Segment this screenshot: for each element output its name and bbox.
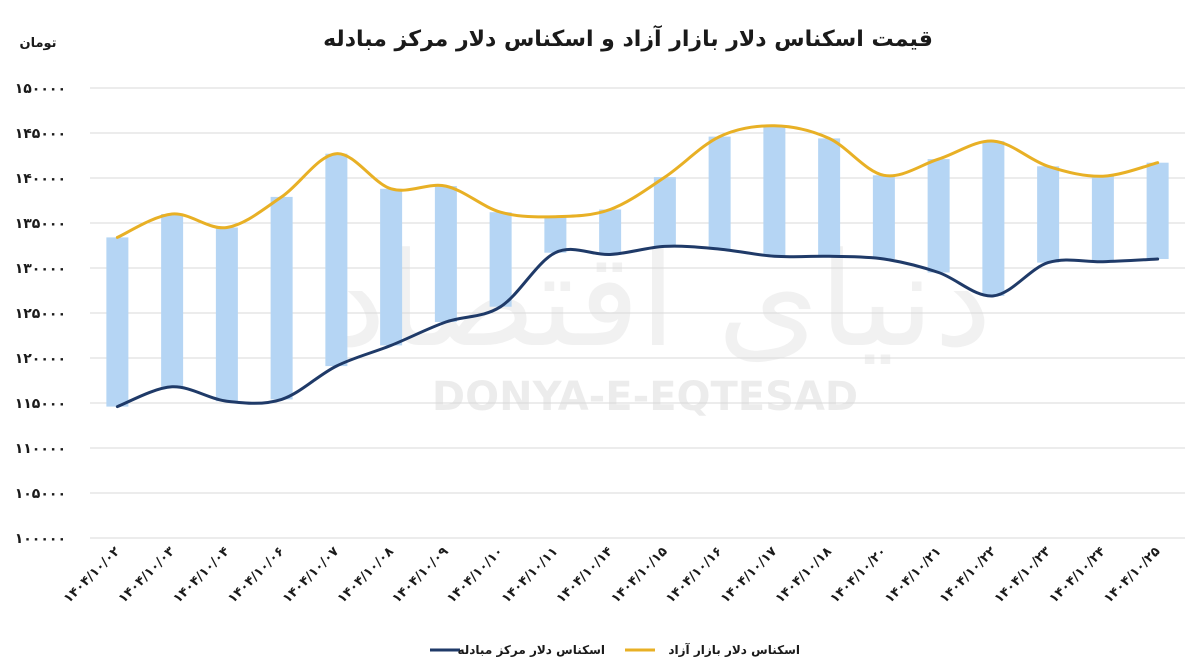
range-bar bbox=[1037, 166, 1060, 263]
x-tick-label: ۱۴۰۴/۱۰/۱۷ bbox=[718, 544, 780, 606]
y-tick-label: ۱۳۵۰۰۰ bbox=[15, 216, 66, 232]
y-tick-label: ۱۳۰۰۰۰ bbox=[15, 261, 66, 277]
watermark-latin: DONYA-E-EQTESAD bbox=[432, 374, 858, 420]
range-bar bbox=[763, 125, 786, 257]
x-tick-label: ۱۴۰۴/۱۰/۲۲ bbox=[937, 544, 999, 606]
range-bar bbox=[106, 237, 129, 407]
x-tick-label: ۱۴۰۴/۱۰/۰۳ bbox=[116, 544, 178, 606]
legend-label: اسکناس دلار مرکز مبادله bbox=[457, 643, 605, 657]
legend-open-market: اسکناس دلار بازار آزاد bbox=[625, 642, 800, 657]
range-bar bbox=[325, 153, 348, 367]
range-bar bbox=[818, 138, 841, 257]
y-tick-label: ۱۱۵۰۰۰ bbox=[15, 396, 66, 412]
x-tick-label: ۱۴۰۴/۱۰/۱۵ bbox=[608, 544, 670, 606]
series-lines bbox=[115, 124, 1160, 409]
y-axis-ticks: ۱۰۰۰۰۰ ۱۰۵۰۰۰ ۱۱۰۰۰۰ ۱۱۵۰۰۰ ۱۲۰۰۰۰ ۱۲۵۰۰۰ ۱۳۰۰… bbox=[15, 81, 66, 547]
range-bar bbox=[708, 136, 731, 250]
y-tick-label: ۱۵۰۰۰۰ bbox=[15, 81, 66, 97]
gridlines bbox=[90, 87, 1185, 539]
x-tick-label: ۱۴۰۴/۱۰/۰۹ bbox=[389, 544, 451, 606]
x-tick-label: ۱۴۰۴/۱۰/۰۷ bbox=[280, 544, 342, 606]
chart-title: قیمت اسکناس دلار بازار آزاد و اسکناس دلا… bbox=[323, 24, 933, 52]
x-tick-label: ۱۴۰۴/۱۰/۰۶ bbox=[225, 544, 287, 606]
x-tick-label: ۱۴۰۴/۱۰/۲۵ bbox=[1101, 544, 1163, 606]
range-bar bbox=[982, 141, 1005, 296]
legend-label: اسکناس دلار بازار آزاد bbox=[668, 642, 800, 657]
open-market-line bbox=[115, 124, 1160, 239]
x-tick-label: ۱۴۰۴/۱۰/۰۲ bbox=[61, 544, 123, 606]
range-bar bbox=[653, 177, 676, 247]
range-bar bbox=[1091, 176, 1114, 262]
range-bar bbox=[161, 214, 184, 387]
y-tick-label: ۱۲۵۰۰۰ bbox=[15, 306, 66, 322]
x-tick-label: ۱۴۰۴/۱۰/۱۰ bbox=[444, 544, 506, 606]
range-bar bbox=[434, 186, 457, 322]
x-tick-label: ۱۴۰۴/۱۰/۱۸ bbox=[773, 544, 835, 606]
x-tick-label: ۱۴۰۴/۱۰/۲۳ bbox=[992, 544, 1054, 606]
x-axis-ticks: ۱۴۰۴/۱۰/۰۲۱۴۰۴/۱۰/۰۳۱۴۰۴/۱۰/۰۴۱۴۰۴/۱۰/۰۶… bbox=[61, 544, 1164, 606]
range-bar bbox=[872, 175, 895, 259]
y-tick-label: ۱۲۰۰۰۰ bbox=[15, 351, 66, 367]
x-tick-label: ۱۴۰۴/۱۰/۲۱ bbox=[882, 544, 944, 606]
range-bar bbox=[1146, 162, 1169, 259]
range-bar bbox=[489, 212, 512, 307]
range-bars bbox=[106, 125, 1169, 407]
y-tick-label: ۱۰۵۰۰۰ bbox=[15, 486, 66, 502]
range-bar bbox=[270, 196, 293, 400]
x-tick-label: ۱۴۰۴/۱۰/۲۰ bbox=[827, 544, 889, 606]
y-tick-label: ۱۰۰۰۰۰ bbox=[15, 531, 66, 547]
x-tick-label: ۱۴۰۴/۱۰/۱۴ bbox=[554, 544, 616, 606]
x-tick-label: ۱۴۰۴/۱۰/۰۸ bbox=[335, 544, 397, 606]
exchange-center-line bbox=[115, 244, 1160, 409]
range-bar bbox=[544, 216, 567, 253]
range-bar bbox=[927, 159, 950, 273]
y-tick-label: ۱۴۵۰۰۰ bbox=[15, 126, 66, 142]
range-bar bbox=[380, 188, 403, 346]
y-tick-label: ۱۴۰۰۰۰ bbox=[15, 171, 66, 187]
range-bar bbox=[599, 209, 622, 255]
legend: اسکناس دلار بازار آزاد اسکناس دلار مرکز م… bbox=[430, 642, 800, 657]
x-tick-label: ۱۴۰۴/۱۰/۱۱ bbox=[499, 544, 561, 606]
y-tick-label: ۱۱۰۰۰۰ bbox=[15, 441, 66, 457]
x-tick-label: ۱۴۰۴/۱۰/۱۶ bbox=[663, 544, 725, 606]
x-tick-label: ۱۴۰۴/۱۰/۰۴ bbox=[170, 544, 232, 606]
legend-exchange-center: اسکناس دلار مرکز مبادله bbox=[430, 643, 605, 657]
x-tick-label: ۱۴۰۴/۱۰/۲۴ bbox=[1046, 544, 1108, 606]
range-bar bbox=[215, 227, 238, 402]
y-axis-unit-label: تومان bbox=[19, 36, 56, 51]
